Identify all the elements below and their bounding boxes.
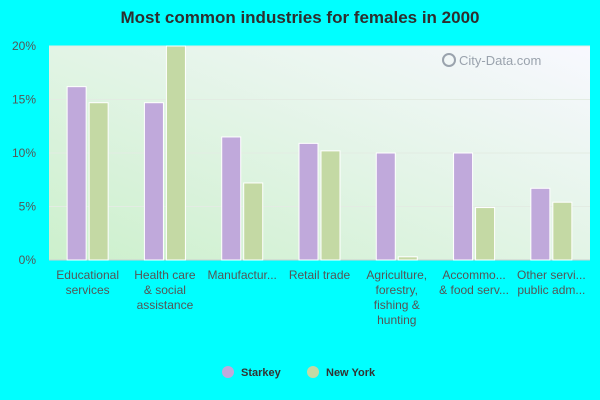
x-category-label-line: Educational (56, 268, 119, 282)
y-axis-ticks: 0% 5% 10% 15% 20% (12, 39, 36, 267)
bar-new-york (320, 150, 341, 261)
bar-starkey (530, 187, 551, 261)
x-category-label-line: Accommo... (442, 268, 505, 282)
x-category-label-line: fishing & (374, 298, 420, 312)
watermark-text: City-Data.com (459, 53, 541, 68)
x-category-label: Health care & social assistance (134, 268, 196, 312)
bar-starkey (453, 152, 474, 261)
x-category-label-line: Other servi... (517, 268, 586, 282)
x-category-label: Educational services (56, 268, 119, 297)
x-category-label-line: assistance (137, 298, 194, 312)
bar-new-york (552, 201, 573, 261)
bar-new-york (165, 45, 186, 261)
x-category-label-line: hunting (377, 313, 416, 327)
x-category-label-line: Agriculture, (366, 268, 427, 282)
bar-starkey (66, 86, 87, 261)
bar-starkey (375, 152, 396, 261)
x-category-label: Other servi... public adm... (517, 268, 586, 297)
gridlines (49, 45, 590, 261)
bar-starkey (221, 136, 242, 261)
y-tick-label: 0% (19, 253, 37, 267)
x-category-label-line: & social (144, 283, 186, 297)
bar-new-york (88, 102, 109, 261)
y-tick-label: 20% (12, 39, 36, 53)
legend-label: Starkey (241, 367, 282, 379)
x-category-label-line: services (66, 283, 110, 297)
x-category-label: Agriculture, forestry, fishing & hunting (366, 268, 427, 327)
bar-new-york (397, 256, 418, 261)
chart-title: Most common industries for females in 20… (120, 8, 480, 27)
y-tick-label: 5% (19, 200, 37, 214)
watermark-logo-icon (442, 53, 456, 67)
x-category-label: Accommo... & food serv... (439, 268, 509, 297)
x-category-label-line: forestry, (376, 283, 418, 297)
bar-new-york (475, 207, 496, 261)
x-category-label: Retail trade (289, 268, 351, 282)
bar-starkey (143, 102, 164, 261)
watermark: City-Data.com (442, 53, 541, 68)
x-category-label-line: public adm... (517, 283, 585, 297)
x-category-label-line: Retail trade (289, 268, 351, 282)
x-category-label-line: Health care (134, 268, 196, 282)
legend: Starkey New York (222, 366, 376, 379)
legend-label: New York (326, 367, 376, 379)
y-tick-label: 15% (12, 93, 36, 107)
x-category-label: Manufactur... (208, 268, 277, 282)
x-category-label-line: & food serv... (439, 283, 509, 297)
y-tick-label: 10% (12, 146, 36, 160)
bar-new-york (243, 182, 264, 261)
bar-starkey (298, 142, 319, 261)
bars (66, 45, 573, 261)
legend-swatch (222, 366, 234, 378)
x-category-label-line: Manufactur... (208, 268, 277, 282)
x-axis-categories: Educational services Health care & social as… (56, 268, 585, 327)
legend-swatch (307, 366, 319, 378)
